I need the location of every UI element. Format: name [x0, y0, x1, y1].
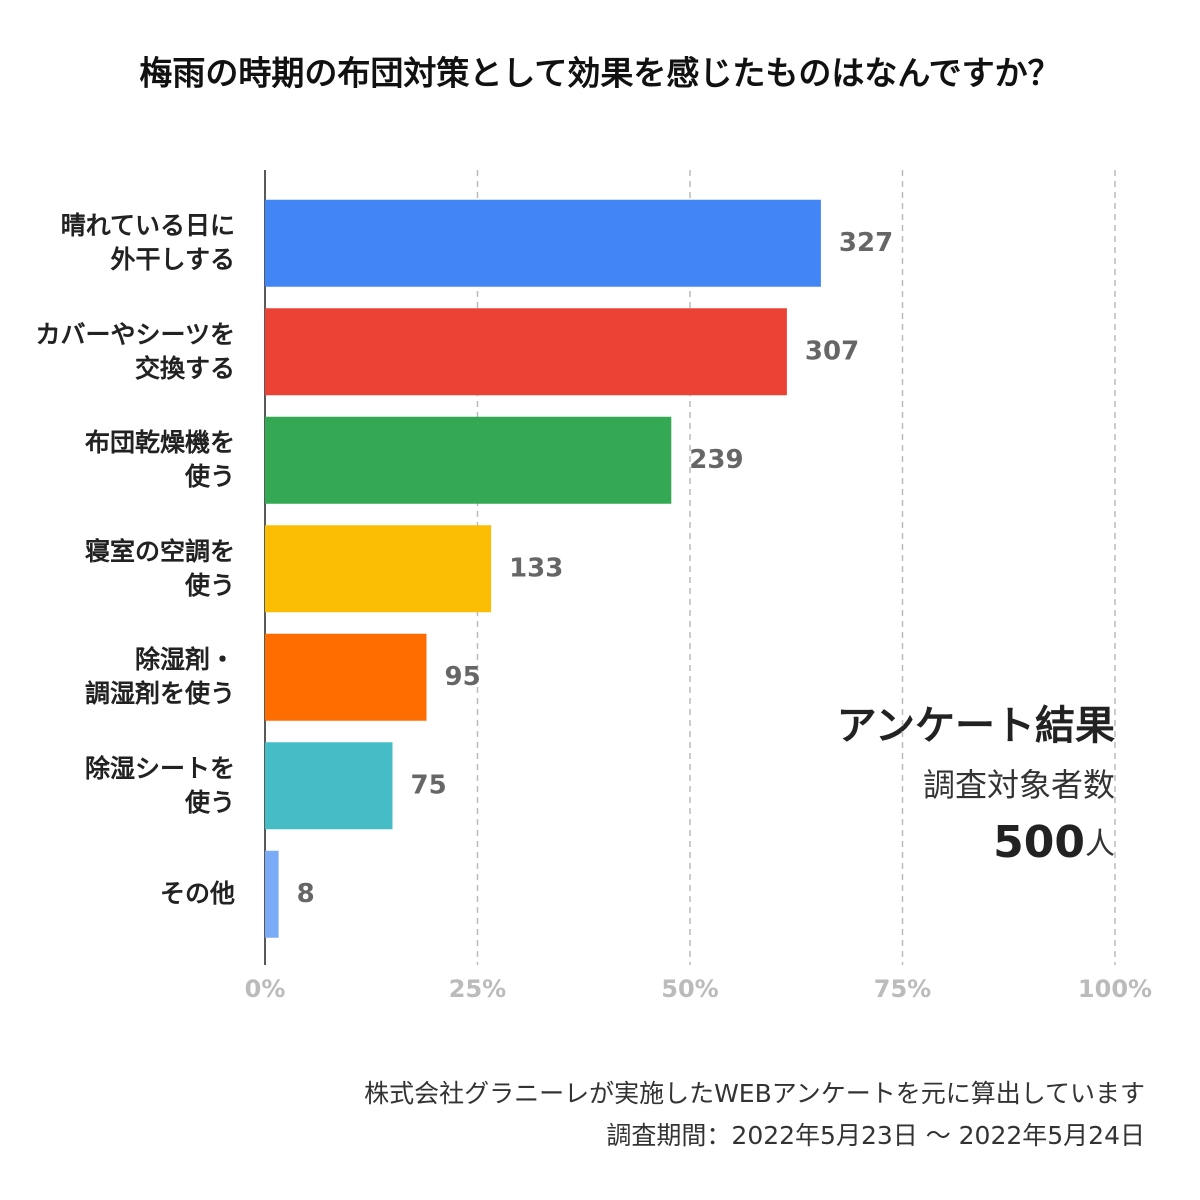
respondent-unit: 人 — [1085, 827, 1115, 862]
bar — [265, 525, 492, 613]
category-label: 除湿シートを 使う — [84, 753, 235, 817]
chart-title: 梅雨の時期の布団対策として効果を感じたものはなんですか？ — [139, 54, 1060, 93]
x-tick-label: 25% — [449, 975, 506, 1003]
category-label: 布団乾燥機を 使う — [84, 428, 235, 492]
value-label: 239 — [689, 445, 743, 475]
bar — [265, 416, 672, 504]
x-tick-label: 50% — [661, 975, 718, 1003]
category-label: その他 — [159, 879, 235, 909]
category-label: カバーやシーツを 交換する — [35, 319, 235, 383]
annotation-label: 調査対象者数 — [923, 766, 1115, 804]
value-label: 75 — [411, 770, 447, 800]
value-label: 95 — [445, 662, 481, 692]
value-label: 8 — [297, 879, 315, 909]
value-label: 307 — [805, 336, 859, 366]
bar — [265, 633, 427, 721]
category-label: 除湿剤・ 調湿剤を使う — [84, 645, 235, 709]
bar — [265, 742, 393, 830]
bar — [265, 308, 787, 396]
respondent-count: 500 — [993, 817, 1085, 868]
bar — [265, 199, 821, 287]
annotation-count: 500人 — [993, 817, 1115, 868]
x-tick-label: 75% — [874, 975, 931, 1003]
period-note: 調査期間：2022年5月23日 〜 2022年5月24日 — [606, 1121, 1145, 1150]
category-label: 寝室の空調を 使う — [84, 536, 235, 600]
x-tick-label: 100% — [1078, 975, 1152, 1003]
value-label: 327 — [839, 228, 893, 258]
annotation-title: アンケート結果 — [837, 703, 1115, 749]
bar — [265, 850, 279, 938]
value-label: 133 — [509, 553, 563, 583]
category-label: 晴れている日に 外干しする — [60, 211, 235, 275]
source-note: 株式会社グラニーレが実施したWEBアンケートを元に算出しています — [364, 1079, 1145, 1108]
x-tick-label: 0% — [245, 975, 286, 1003]
